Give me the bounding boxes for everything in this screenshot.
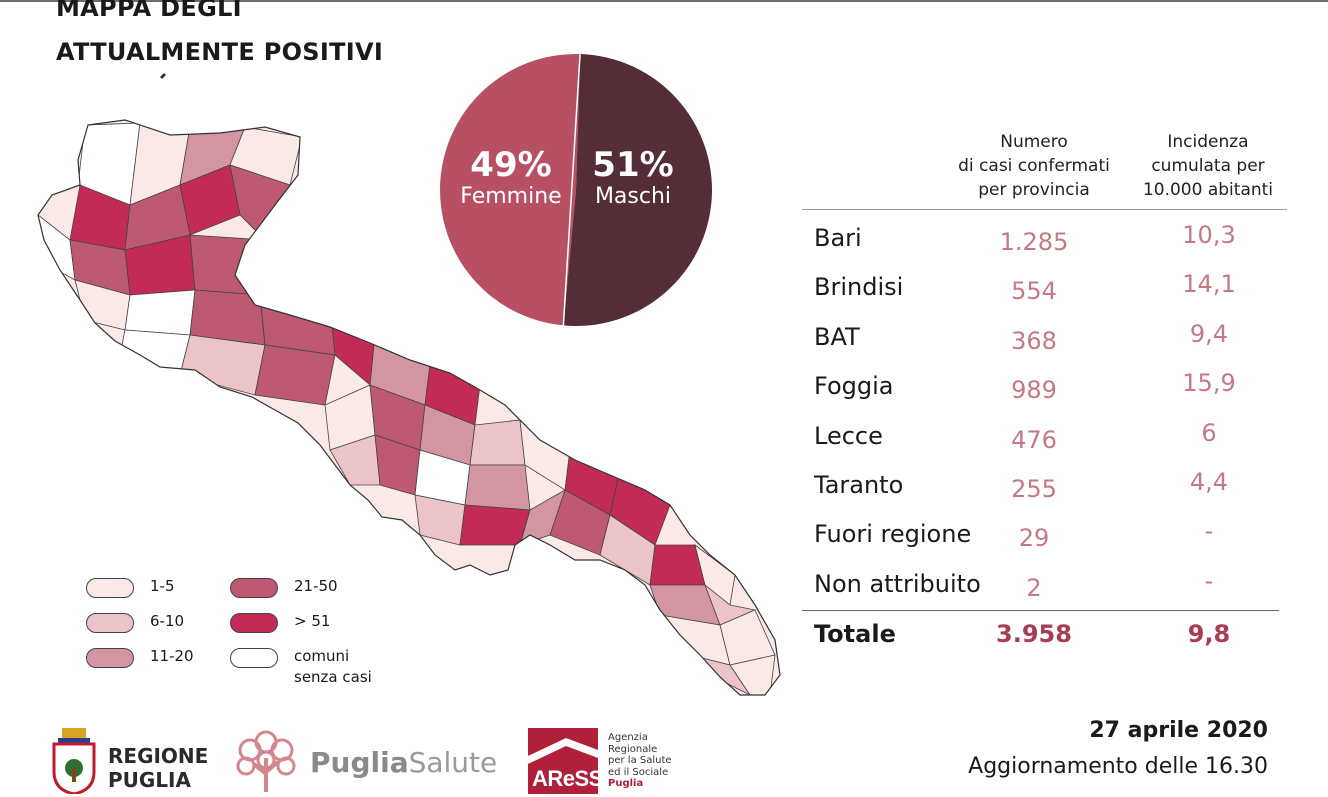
province-cases: 29	[1018, 524, 1050, 553]
salute-word: Salute	[408, 746, 498, 779]
province-name: Lecce	[814, 421, 883, 450]
table-header-divider	[802, 209, 1287, 210]
legend-label: 6-10	[150, 612, 185, 630]
aress-logo: AReSS Agenzia Regionale per la Salute ed…	[528, 728, 688, 794]
male-pct: 51%	[592, 145, 674, 185]
province-incidence: -	[1204, 566, 1214, 595]
province-incidence: 14,1	[1182, 270, 1236, 299]
coat-of-arms-icon	[52, 728, 96, 794]
province-name: BAT	[814, 322, 860, 351]
page-title: MAPPA DEGLI ATTUALMENTE POSITIVI	[56, 0, 383, 74]
legend-swatch	[230, 613, 278, 633]
table-row: Taranto 255 4,4	[0, 465, 1328, 505]
province-incidence: 6	[1201, 418, 1217, 447]
report-date: 27 aprile 2020	[1089, 718, 1268, 743]
female-label: Femmine	[460, 184, 562, 209]
top-border	[0, 0, 1328, 2]
province-incidence: 4,4	[1189, 468, 1229, 496]
table-row: BAT 368 9,4	[0, 317, 1328, 357]
province-name: Foggia	[814, 372, 894, 401]
tree-icon	[236, 730, 296, 792]
table-row: Brindisi 554 14,1	[0, 267, 1328, 307]
legend-swatch	[230, 578, 278, 598]
aress-description: Agenzia Regionale per la Salute ed il So…	[608, 732, 672, 790]
province-name: Brindisi	[814, 273, 904, 302]
cases-header-line-1: Numero	[1000, 132, 1068, 152]
table-row: Foggia 989 15,9	[0, 366, 1328, 406]
province-incidence: 15,9	[1182, 369, 1236, 398]
aress-puglia: Puglia	[608, 778, 644, 789]
legend-swatch	[86, 613, 134, 633]
aress-mark-icon	[528, 728, 598, 794]
province-cases: 476	[1011, 425, 1057, 454]
male-label: Maschi	[594, 184, 672, 209]
regione-line-2: PUGLIA	[108, 768, 191, 792]
title-line-2: ATTUALMENTE POSITIVI	[56, 38, 384, 66]
legend-label-line-2: senza casi	[294, 668, 372, 686]
cases-header-line-2: di casi confermati	[958, 156, 1110, 176]
legend-swatch	[86, 648, 134, 668]
province-cases: 2	[1026, 573, 1042, 602]
legend-label: 21-50	[294, 577, 338, 595]
province-cases: 989	[1011, 376, 1057, 405]
total-incidence: 9,8	[1187, 620, 1231, 648]
update-time: Aggiornamento delle 16.30	[968, 754, 1268, 779]
legend-swatch	[230, 648, 278, 668]
incidence-header-line-1: Incidenza	[1167, 132, 1249, 152]
province-name: Taranto	[814, 471, 904, 499]
province-cases: 255	[1011, 475, 1057, 503]
table-total-row: Totale 3.958 9,8	[0, 614, 1328, 654]
regione-puglia-logo: REGIONE PUGLIA	[52, 728, 208, 794]
province-incidence: 10,3	[1182, 221, 1236, 249]
female-slice-text: 49% Femmine	[452, 146, 570, 210]
aress-line-4: ed il Sociale	[608, 766, 669, 778]
table-row: Bari 1.285 10,3	[0, 218, 1328, 258]
province-name: Non attribuito	[814, 569, 981, 598]
pie-slice-male	[563, 54, 712, 327]
legend-swatch	[86, 578, 134, 598]
legend-label: 1-5	[150, 577, 175, 595]
aress-line-1: Agenzia	[608, 732, 648, 743]
incidence-column-header: Incidenza cumulata per 10.000 abitanti	[1128, 130, 1288, 202]
pie-divider	[562, 54, 581, 326]
pie-slice-female	[439, 53, 581, 326]
regione-text: REGIONE PUGLIA	[108, 744, 208, 792]
puglia-salute-logo: PugliaSalute	[232, 728, 497, 794]
province-cases: 554	[1011, 277, 1057, 306]
female-pct: 49%	[470, 145, 552, 185]
province-name: Fuori regione	[814, 520, 972, 549]
province-name: Bari	[814, 224, 862, 252]
puglia-word: Puglia	[310, 746, 409, 779]
aress-line-3: per la Salute	[608, 755, 672, 766]
table-row: Fuori regione 29 -	[0, 514, 1328, 554]
cases-column-header: Numero di casi confermati per provincia	[940, 130, 1128, 202]
legend-label-line-1: comuni	[294, 647, 350, 665]
province-incidence: -	[1204, 517, 1214, 546]
incidence-header-line-3: 10.000 abitanti	[1142, 180, 1274, 200]
province-cases: 1.285	[999, 228, 1069, 256]
aress-line-2: Regionale	[608, 743, 658, 755]
table-total-divider	[802, 610, 1279, 611]
legend-label: comuni senza casi	[294, 646, 372, 688]
male-slice-text: 51% Maschi	[584, 146, 682, 210]
title-line-1: MAPPA DEGLI	[56, 0, 242, 22]
incidence-header-line-2: cumulata per	[1151, 156, 1265, 176]
legend-label: 11-20	[150, 647, 194, 665]
table-row: Non attribuito 2 -	[0, 564, 1328, 604]
total-cases: 3.958	[996, 620, 1072, 648]
table-row: Lecce 476 6	[0, 416, 1328, 456]
legend-label: > 51	[294, 612, 331, 630]
province-incidence: 9,4	[1189, 319, 1229, 348]
province-cases: 368	[1011, 326, 1057, 355]
aress-abbr: AReSS	[532, 766, 603, 791]
puglia-salute-text: PugliaSalute	[310, 746, 497, 780]
regione-line-1: REGIONE	[108, 744, 209, 768]
gender-pie-chart	[439, 53, 712, 327]
cases-header-line-3: per provincia	[978, 180, 1090, 200]
total-label: Totale	[814, 620, 896, 648]
